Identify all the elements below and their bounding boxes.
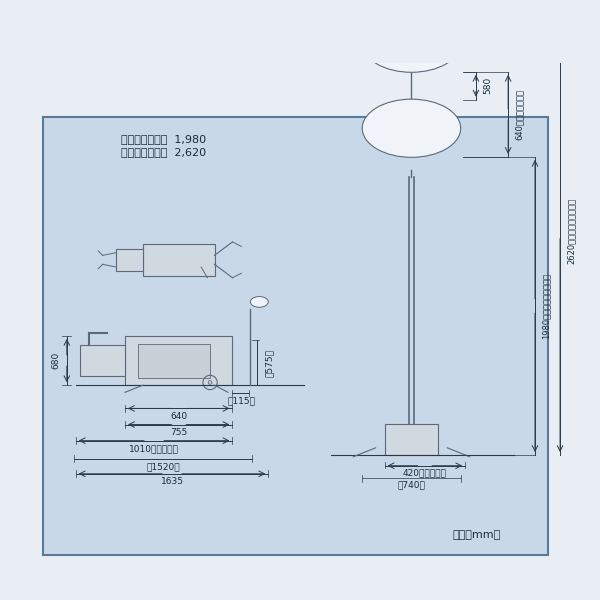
Bar xyxy=(143,244,215,276)
Bar xyxy=(125,336,232,385)
Text: （1520）: （1520） xyxy=(146,462,180,471)
Ellipse shape xyxy=(362,14,461,72)
Text: 680: 680 xyxy=(52,352,61,369)
Bar xyxy=(139,344,210,378)
Text: 640（ストローク）: 640（ストローク） xyxy=(514,89,523,140)
Text: （740）: （740） xyxy=(398,480,425,489)
Text: 2620（マスト最大高さ）: 2620（マスト最大高さ） xyxy=(566,198,575,264)
Text: 1980（マスト最小高さ）: 1980（マスト最小高さ） xyxy=(541,273,550,339)
Text: マスト最小高さ  1,980: マスト最小高さ 1,980 xyxy=(121,134,206,144)
Text: 640: 640 xyxy=(170,412,187,421)
Bar xyxy=(116,249,143,271)
Text: 1635: 1635 xyxy=(161,478,184,487)
Text: 580: 580 xyxy=(483,77,492,94)
Text: 420（収納時）: 420（収納時） xyxy=(403,469,447,478)
Text: （575）: （575） xyxy=(265,349,274,377)
Bar xyxy=(80,345,125,376)
Text: 1010（収納時）: 1010（収納時） xyxy=(129,444,179,453)
Text: 755: 755 xyxy=(170,428,187,437)
Text: マスト最大高さ  2,620: マスト最大高さ 2,620 xyxy=(121,148,206,157)
Text: 単位（mm）: 単位（mm） xyxy=(453,530,501,539)
Bar xyxy=(43,116,548,555)
Ellipse shape xyxy=(362,99,461,157)
Text: （115）: （115） xyxy=(227,397,256,406)
Ellipse shape xyxy=(250,296,268,307)
Bar xyxy=(385,424,439,455)
